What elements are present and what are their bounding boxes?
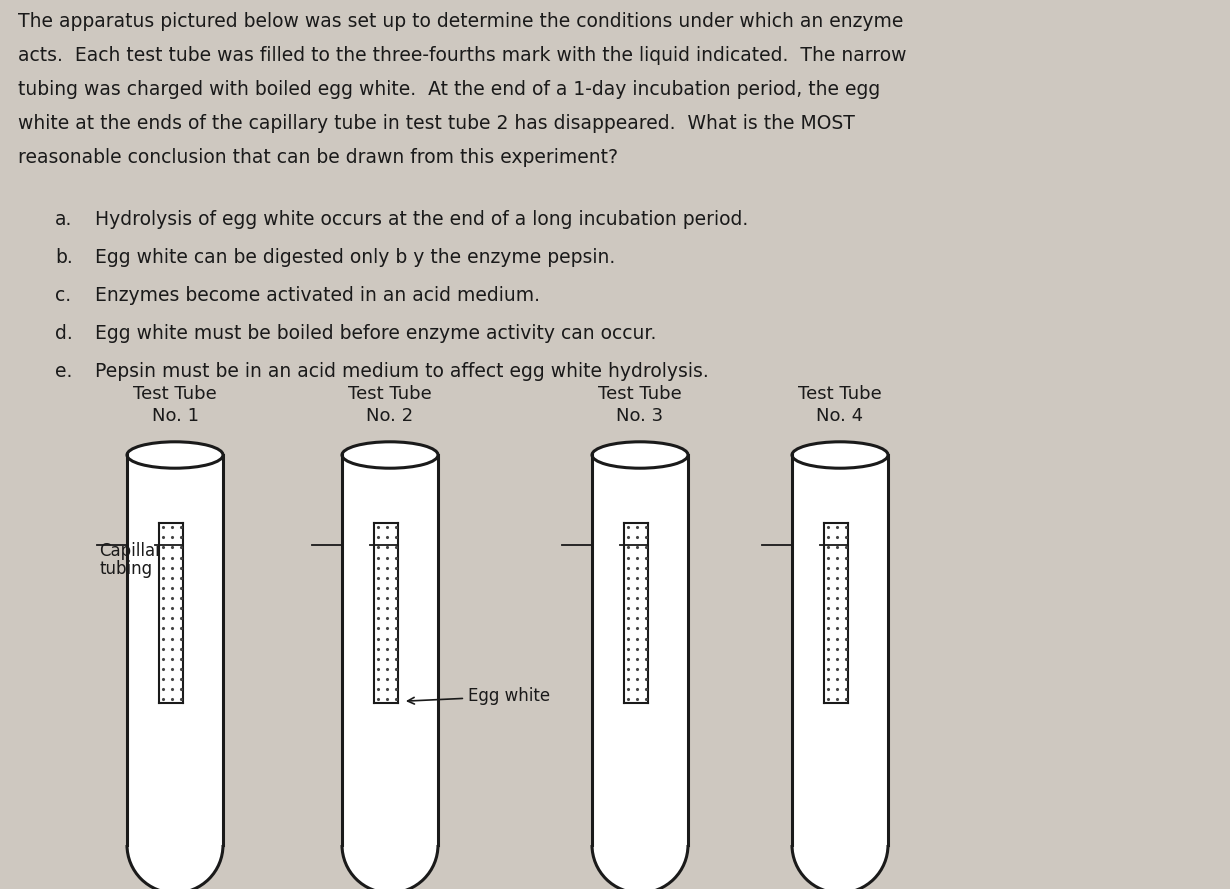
Polygon shape <box>342 845 438 889</box>
Text: Test Tube: Test Tube <box>598 385 681 403</box>
Text: Egg white: Egg white <box>407 687 550 705</box>
Text: b.: b. <box>55 248 73 267</box>
Text: c.: c. <box>55 286 71 305</box>
Ellipse shape <box>592 442 688 469</box>
Text: Test Tube: Test Tube <box>348 385 432 403</box>
Text: Test Tube: Test Tube <box>798 385 882 403</box>
Bar <box>159 524 183 703</box>
Text: acts.  Each test tube was filled to the three-fourths mark with the liquid indic: acts. Each test tube was filled to the t… <box>18 46 907 65</box>
Ellipse shape <box>792 442 888 469</box>
Text: white at the ends of the capillary tube in test tube 2 has disappeared.  What is: white at the ends of the capillary tube … <box>18 114 855 133</box>
Text: No. 1: No. 1 <box>151 407 198 425</box>
Text: No. 4: No. 4 <box>817 407 863 425</box>
Text: reasonable conclusion that can be drawn from this experiment?: reasonable conclusion that can be drawn … <box>18 148 617 167</box>
Ellipse shape <box>127 442 223 469</box>
Text: Egg white can be digested only b y the enzyme pepsin.: Egg white can be digested only b y the e… <box>95 248 615 267</box>
Text: tubing: tubing <box>98 560 153 578</box>
Text: The apparatus pictured below was set up to determine the conditions under which : The apparatus pictured below was set up … <box>18 12 903 31</box>
Text: No. 3: No. 3 <box>616 407 663 425</box>
Text: a.: a. <box>55 210 73 229</box>
Bar <box>792 455 888 845</box>
Ellipse shape <box>342 442 438 469</box>
Polygon shape <box>592 845 688 889</box>
Text: Capillary: Capillary <box>98 542 172 560</box>
Text: d.: d. <box>55 324 73 343</box>
Bar <box>624 524 648 703</box>
Text: Pepsin must be in an acid medium to affect egg white hydrolysis.: Pepsin must be in an acid medium to affe… <box>95 362 708 381</box>
Bar <box>127 455 223 845</box>
Text: Egg white must be boiled before enzyme activity can occur.: Egg white must be boiled before enzyme a… <box>95 324 657 343</box>
Bar <box>824 524 847 703</box>
Text: No. 2: No. 2 <box>367 407 413 425</box>
Bar <box>592 455 688 845</box>
Text: Test Tube: Test Tube <box>133 385 216 403</box>
Bar <box>342 455 438 845</box>
Text: Enzymes become activated in an acid medium.: Enzymes become activated in an acid medi… <box>95 286 540 305</box>
Text: Hydrolysis of egg white occurs at the end of a long incubation period.: Hydrolysis of egg white occurs at the en… <box>95 210 748 229</box>
Polygon shape <box>127 845 223 889</box>
Bar <box>374 524 399 703</box>
Polygon shape <box>792 845 888 889</box>
Text: tubing was charged with boiled egg white.  At the end of a 1-day incubation peri: tubing was charged with boiled egg white… <box>18 80 881 99</box>
Text: e.: e. <box>55 362 73 381</box>
